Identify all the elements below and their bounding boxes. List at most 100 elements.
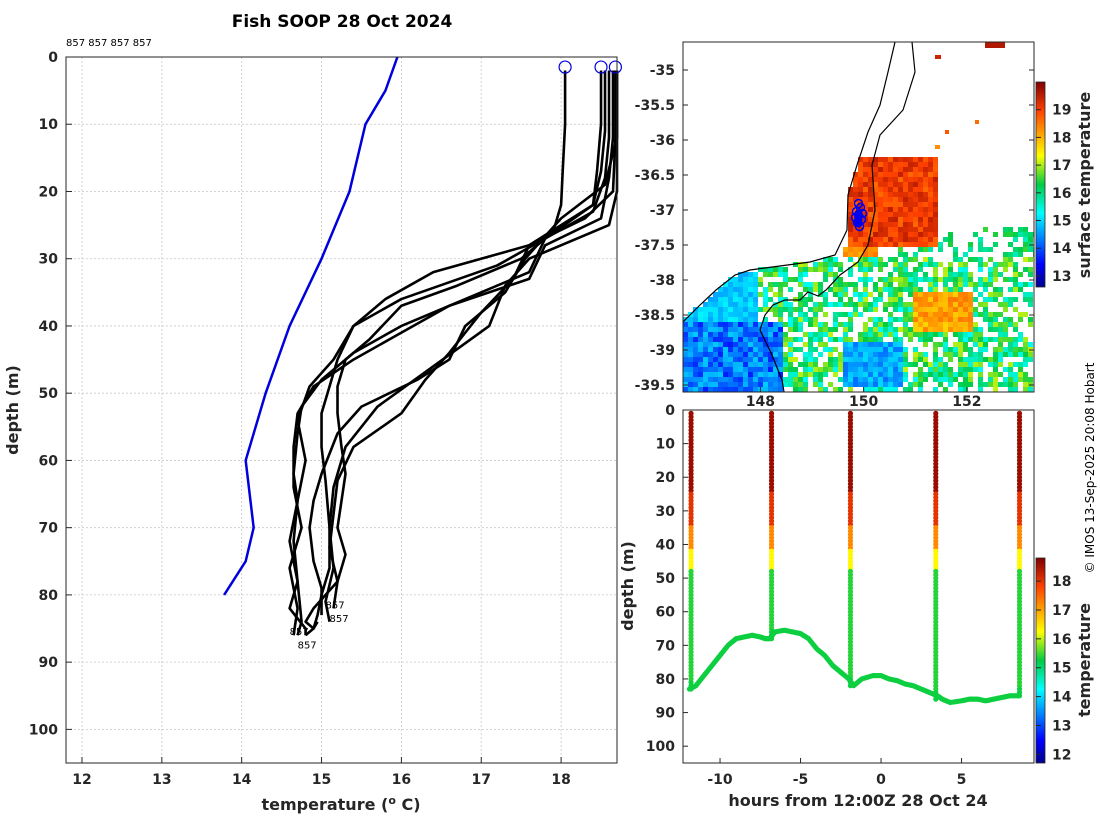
figure-title: Fish SOOP 28 Oct 2024 bbox=[232, 12, 453, 32]
sst-pixel bbox=[703, 362, 708, 367]
map-colorbar-tick-label: 13 bbox=[1052, 269, 1071, 285]
sst-pixel bbox=[748, 282, 753, 287]
sst-pixel bbox=[968, 272, 973, 277]
sst-pixel bbox=[968, 302, 973, 307]
sst-pixel bbox=[688, 322, 693, 327]
sst-pixel bbox=[953, 322, 958, 327]
sst-pixel bbox=[943, 287, 948, 292]
sst-pixel bbox=[768, 342, 773, 347]
sst-pixel bbox=[703, 372, 708, 377]
sst-pixel bbox=[928, 242, 933, 247]
sst-pixel bbox=[983, 342, 988, 347]
sst-pixel bbox=[953, 347, 958, 352]
sst-pixel bbox=[993, 312, 998, 317]
sst-pixel bbox=[953, 282, 958, 287]
sst-pixel bbox=[873, 332, 878, 337]
sst-pixel bbox=[878, 167, 883, 172]
temperature-colorbar-tick-label: 16 bbox=[1052, 632, 1071, 648]
sst-pixel bbox=[893, 157, 898, 162]
sst-pixel bbox=[938, 262, 943, 267]
sst-pixel bbox=[893, 287, 898, 292]
sst-pixel bbox=[863, 297, 868, 302]
sst-pixel bbox=[708, 322, 713, 327]
sst-pixel bbox=[958, 267, 963, 272]
sst-pixel bbox=[893, 387, 898, 392]
sst-pixel bbox=[898, 217, 903, 222]
sst-pixel bbox=[883, 347, 888, 352]
sst-pixel bbox=[1018, 252, 1023, 257]
sst-pixel bbox=[853, 207, 858, 212]
sst-pixel bbox=[888, 347, 893, 352]
depth-time-x-label: hours from 12:00Z 28 Oct 24 bbox=[728, 791, 987, 810]
sst-pixel bbox=[1023, 352, 1028, 357]
sst-pixel bbox=[753, 367, 758, 372]
sst-pixel bbox=[888, 352, 893, 357]
sst-pixel bbox=[1003, 327, 1008, 332]
sst-pixel bbox=[883, 207, 888, 212]
sst-pixel bbox=[733, 292, 738, 297]
sst-pixel bbox=[938, 362, 943, 367]
sst-pixel bbox=[728, 342, 733, 347]
sst-pixel bbox=[848, 352, 853, 357]
sst-pixel bbox=[923, 362, 928, 367]
sst-pixel bbox=[758, 357, 763, 362]
sst-pixel bbox=[973, 342, 978, 347]
sst-pixel bbox=[878, 207, 883, 212]
map-colorbar-tick-label: 19 bbox=[1052, 103, 1071, 119]
sst-pixel bbox=[958, 382, 963, 387]
sst-pixel bbox=[873, 357, 878, 362]
sst-pixel bbox=[908, 307, 913, 312]
sst-pixel bbox=[935, 145, 940, 149]
sst-pixel bbox=[1013, 387, 1018, 392]
depth-time-y-tick-label: 10 bbox=[656, 437, 676, 453]
sst-pixel bbox=[863, 342, 868, 347]
sst-pixel bbox=[848, 387, 853, 392]
sst-pixel bbox=[743, 372, 748, 377]
sst-pixel bbox=[903, 192, 908, 197]
sst-pixel bbox=[943, 332, 948, 337]
sst-pixel bbox=[908, 227, 913, 232]
sst-pixel bbox=[998, 342, 1003, 347]
sst-pixel bbox=[888, 157, 893, 162]
sst-pixel bbox=[708, 352, 713, 357]
sst-pixel bbox=[693, 347, 698, 352]
sst-pixel bbox=[713, 382, 718, 387]
sst-pixel bbox=[878, 277, 883, 282]
sst-pixel bbox=[843, 382, 848, 387]
sst-pixel bbox=[818, 377, 823, 382]
sst-pixel bbox=[718, 337, 723, 342]
sst-pixel bbox=[708, 377, 713, 382]
sst-pixel bbox=[803, 342, 808, 347]
sst-pixel bbox=[958, 362, 963, 367]
sst-pixel bbox=[878, 317, 883, 322]
sst-pixel bbox=[933, 157, 938, 162]
sst-pixel bbox=[863, 222, 868, 227]
sst-pixel bbox=[943, 307, 948, 312]
map-x-tick-label: 148 bbox=[746, 394, 775, 410]
sst-pixel bbox=[808, 267, 813, 272]
sst-pixel bbox=[853, 342, 858, 347]
sst-pixel bbox=[693, 357, 698, 362]
sst-pixel bbox=[843, 287, 848, 292]
sst-pixel bbox=[693, 387, 698, 392]
sst-pixel bbox=[848, 327, 853, 332]
sst-pixel bbox=[733, 302, 738, 307]
sst-pixel bbox=[923, 227, 928, 232]
sst-pixel bbox=[818, 302, 823, 307]
sst-pixel bbox=[753, 282, 758, 287]
sst-pixel bbox=[1018, 232, 1023, 237]
sst-pixel bbox=[753, 337, 758, 342]
sst-pixel bbox=[903, 322, 908, 327]
sst-pixel bbox=[848, 317, 853, 322]
sst-pixel bbox=[863, 262, 868, 267]
sst-pixel bbox=[893, 237, 898, 242]
sst-pixel bbox=[768, 347, 773, 352]
sst-pixel bbox=[853, 302, 858, 307]
sst-pixel bbox=[728, 352, 733, 357]
sst-pixel bbox=[708, 307, 713, 312]
sst-pixel bbox=[683, 362, 688, 367]
sst-pixel bbox=[738, 307, 743, 312]
sst-pixel bbox=[893, 297, 898, 302]
sst-pixel bbox=[748, 287, 753, 292]
sst-pixel bbox=[988, 362, 993, 367]
